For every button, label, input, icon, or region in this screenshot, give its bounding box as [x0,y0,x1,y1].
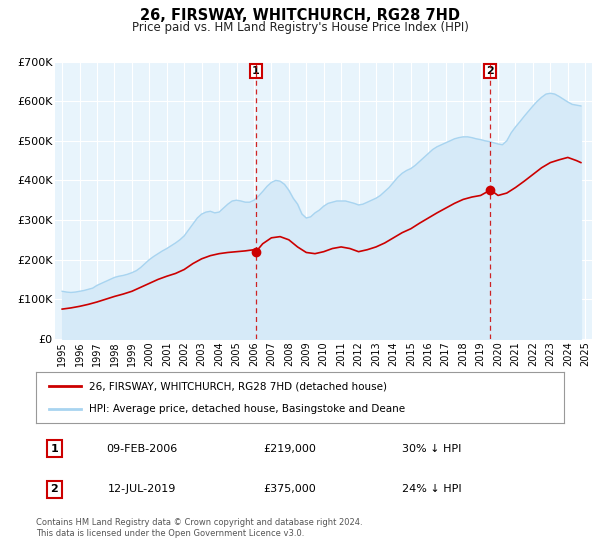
Text: 1: 1 [50,444,58,454]
Text: This data is licensed under the Open Government Licence v3.0.: This data is licensed under the Open Gov… [36,529,304,538]
Text: £219,000: £219,000 [263,444,316,454]
Text: 26, FIRSWAY, WHITCHURCH, RG28 7HD: 26, FIRSWAY, WHITCHURCH, RG28 7HD [140,8,460,24]
Text: 26, FIRSWAY, WHITCHURCH, RG28 7HD (detached house): 26, FIRSWAY, WHITCHURCH, RG28 7HD (detac… [89,381,387,391]
Text: 09-FEB-2006: 09-FEB-2006 [106,444,177,454]
Text: 30% ↓ HPI: 30% ↓ HPI [403,444,461,454]
Text: 24% ↓ HPI: 24% ↓ HPI [402,484,462,494]
Text: 2: 2 [50,484,58,494]
Text: 12-JUL-2019: 12-JUL-2019 [107,484,176,494]
Text: 2: 2 [486,66,494,76]
Text: Contains HM Land Registry data © Crown copyright and database right 2024.: Contains HM Land Registry data © Crown c… [36,518,362,527]
Text: £375,000: £375,000 [263,484,316,494]
Text: Price paid vs. HM Land Registry's House Price Index (HPI): Price paid vs. HM Land Registry's House … [131,21,469,34]
Text: HPI: Average price, detached house, Basingstoke and Deane: HPI: Average price, detached house, Basi… [89,404,405,414]
Text: 1: 1 [252,66,260,76]
